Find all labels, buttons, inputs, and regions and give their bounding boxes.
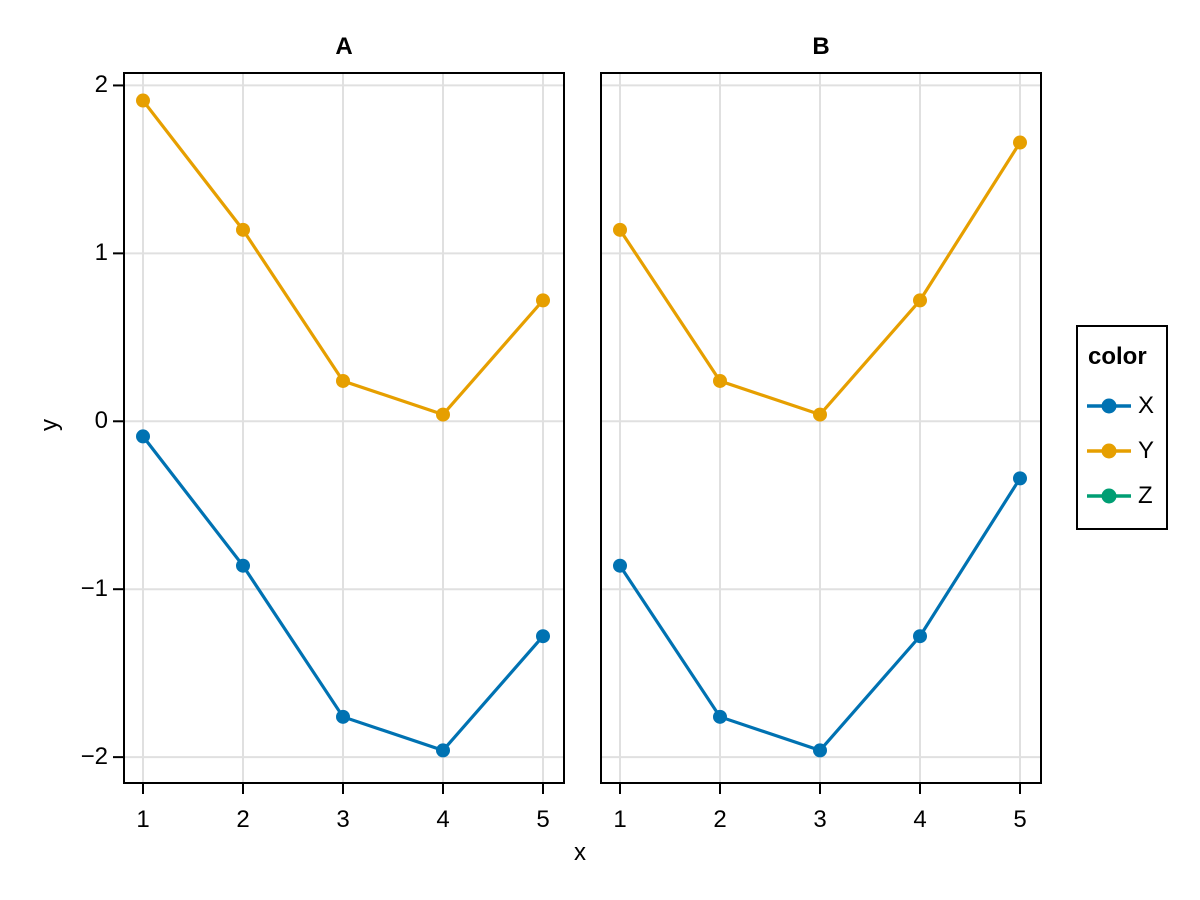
x-tick-label: 5	[536, 806, 550, 833]
legend-label: Z	[1138, 481, 1153, 509]
series-point-y	[813, 407, 827, 422]
series-point-y	[713, 373, 727, 388]
facet-title-a: A	[335, 33, 353, 60]
series-point-y	[1013, 135, 1027, 150]
series-point-x	[1013, 471, 1027, 486]
legend-marker-z-icon	[1087, 488, 1131, 503]
x-tick-label: 4	[436, 806, 450, 833]
legend-entry-x: X	[1078, 383, 1166, 428]
x-tick-label: 2	[236, 806, 250, 833]
series-point-x	[236, 558, 250, 573]
x-tick-label: 1	[613, 806, 627, 833]
x-tick-label: 1	[136, 806, 150, 833]
series-point-y	[536, 293, 550, 308]
legend-entry-y: Y	[1078, 428, 1166, 473]
series-point-y	[136, 93, 150, 108]
x-axis-label: x	[574, 839, 586, 866]
panel-a	[113, 72, 565, 794]
y-tick-label: 1	[94, 239, 108, 267]
y-tick-label: 2	[94, 71, 108, 99]
legend-marker-y-icon	[1087, 443, 1131, 458]
series-point-y	[613, 222, 627, 237]
series-point-x	[613, 558, 627, 573]
series-point-x	[336, 709, 350, 724]
legend-marker-x-icon	[1087, 398, 1131, 413]
panel-border	[600, 72, 1042, 784]
y-tick-label: 0	[94, 407, 108, 435]
series-point-x	[136, 429, 150, 444]
series-point-y	[436, 407, 450, 422]
x-tick-label: 3	[813, 806, 827, 833]
series-point-y	[913, 293, 927, 308]
x-tick-label: 2	[713, 806, 727, 833]
series-point-x	[713, 709, 727, 724]
series-point-x	[813, 743, 827, 758]
y-tick-label: −1	[80, 575, 108, 603]
series-point-y	[236, 222, 250, 237]
legend-entry-z: Z	[1078, 473, 1166, 518]
x-tick-label: 3	[336, 806, 350, 833]
panel-b	[600, 72, 1042, 794]
facet-title-b: B	[812, 33, 830, 60]
y-tick-label: −2	[80, 743, 108, 771]
legend-label: Y	[1138, 436, 1155, 464]
legend-label: X	[1138, 391, 1155, 419]
x-tick-label: 5	[1013, 806, 1027, 833]
series-point-x	[436, 743, 450, 758]
series-point-x	[536, 629, 550, 644]
series-point-x	[913, 629, 927, 644]
legend-title: color	[1088, 343, 1147, 370]
x-tick-label: 4	[913, 806, 927, 833]
series-point-y	[336, 373, 350, 388]
panel-border	[123, 72, 565, 784]
